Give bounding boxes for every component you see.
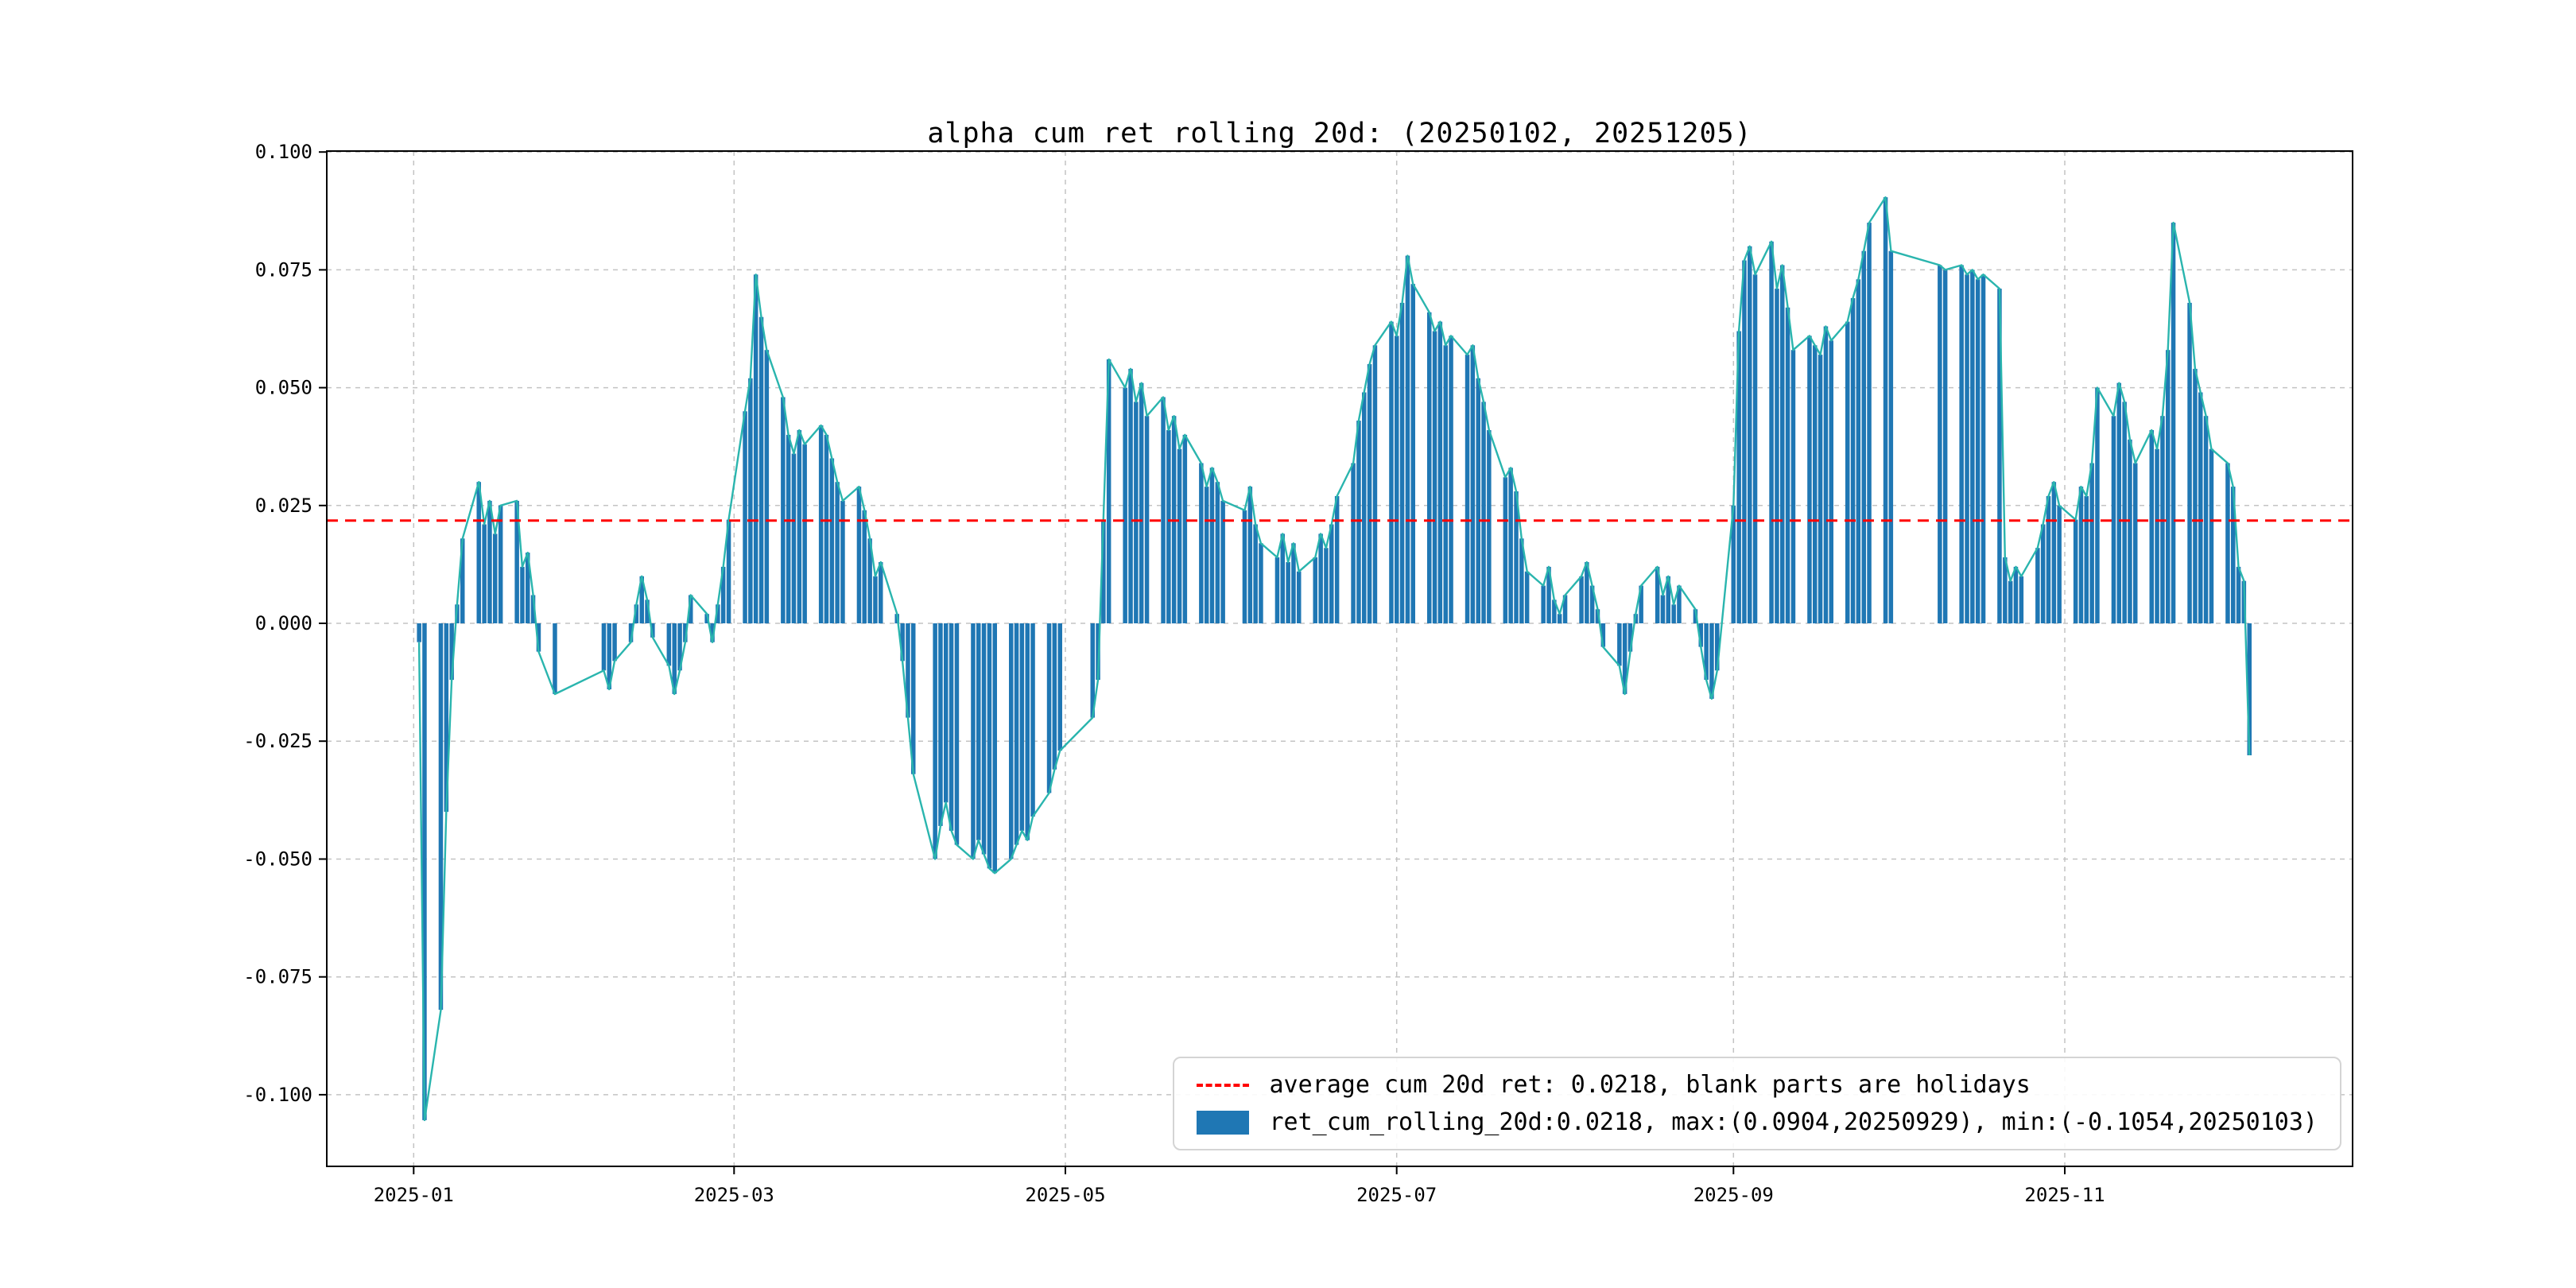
legend-series-label: ret_cum_rolling_20d:0.0218, max:(0.0904,…: [1269, 1108, 2318, 1136]
svg-text:0.050: 0.050: [255, 377, 312, 399]
grid: [327, 151, 2353, 1166]
chart-title: alpha cum ret rolling 20d: (20250102, 20…: [927, 118, 1752, 149]
svg-text:-0.075: -0.075: [243, 966, 312, 988]
svg-text:0.075: 0.075: [255, 258, 312, 281]
svg-text:2025-11: 2025-11: [2024, 1184, 2105, 1206]
svg-text:-0.050: -0.050: [243, 848, 312, 871]
svg-text:2025-09: 2025-09: [1693, 1184, 1774, 1206]
svg-text:-0.100: -0.100: [243, 1084, 312, 1106]
series-line: [417, 196, 2251, 1122]
bars: [417, 197, 2252, 1120]
legend-average-dashed-line-icon: [1196, 1083, 1249, 1087]
svg-text:2025-03: 2025-03: [694, 1184, 774, 1206]
svg-text:-0.025: -0.025: [243, 730, 312, 752]
plot-border: [326, 150, 2353, 1167]
svg-text:0.025: 0.025: [255, 495, 312, 517]
svg-text:0.000: 0.000: [255, 612, 312, 634]
y-axis: 0.100 0.075 0.050 0.025 0.000 -0.025 -0.050 -0.…: [243, 141, 327, 1106]
svg-text:2025-07: 2025-07: [1356, 1184, 1437, 1206]
legend-item-average: average cum 20d ret: 0.0218, blank parts…: [1196, 1071, 2318, 1099]
x-axis: 2025-01 2025-03 2025-05 2025-07 2025-09 2025-…: [374, 1166, 2105, 1206]
svg-text:2025-01: 2025-01: [374, 1184, 454, 1206]
legend-item-series: ret_cum_rolling_20d:0.0218, max:(0.0904,…: [1196, 1108, 2318, 1136]
legend: average cum 20d ret: 0.0218, blank parts…: [1172, 1057, 2341, 1150]
legend-average-label: average cum 20d ret: 0.0218, blank parts…: [1269, 1071, 2031, 1099]
svg-text:2025-05: 2025-05: [1025, 1184, 1105, 1206]
legend-series-patch-icon: [1196, 1110, 1249, 1135]
svg-text:0.100: 0.100: [255, 141, 312, 163]
